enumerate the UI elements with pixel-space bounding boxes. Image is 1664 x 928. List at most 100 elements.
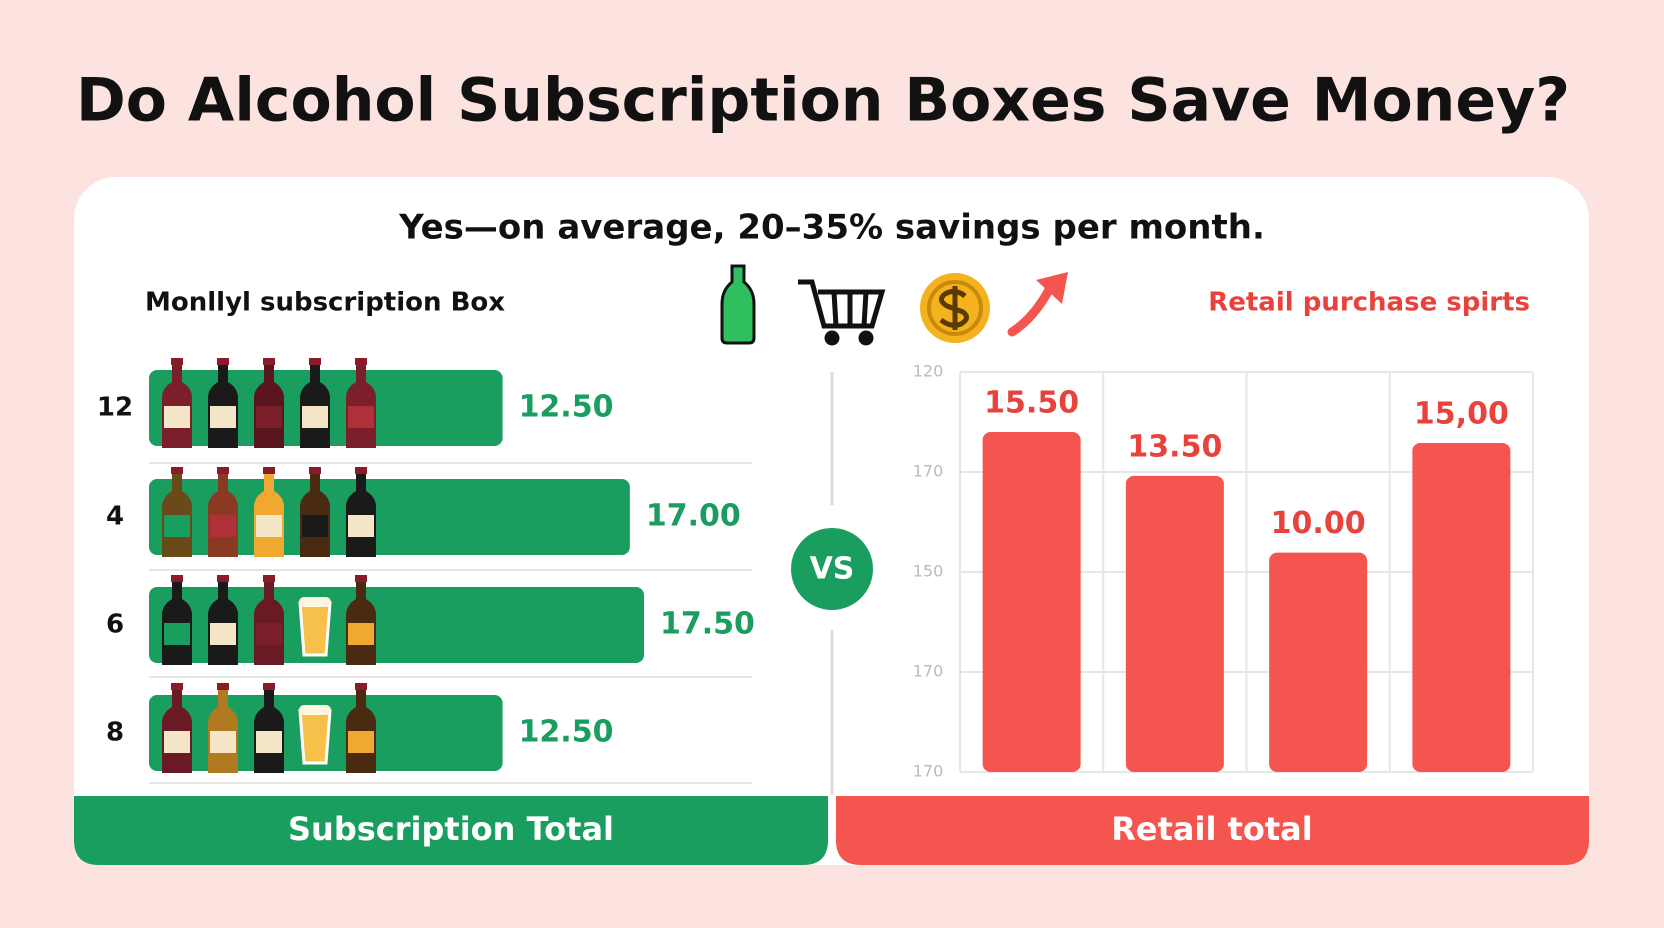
label [302,406,328,428]
label [210,515,236,537]
cap [217,358,229,365]
neck [218,687,228,709]
category-label: 4 [106,502,124,532]
value-label: 12.50 [519,390,614,425]
cap [355,575,367,582]
bar [982,432,1081,772]
category-label: 12 [97,393,133,423]
neck [172,362,182,384]
cap [309,358,321,365]
bottle-icon [298,597,332,657]
value-label: 10.00 [1271,506,1366,541]
bottle-icon [254,575,284,665]
cap [171,683,183,690]
bottle-icon [300,467,330,557]
bar [1269,552,1368,772]
bottle-icon [254,358,284,448]
vs-label: VS [810,552,855,587]
neck [172,687,182,709]
footer-label: Retail total [1111,810,1312,848]
coin-icon [920,273,990,343]
value-label: 17.50 [660,607,755,642]
label [256,515,282,537]
foam [299,705,331,715]
bar [1412,442,1511,772]
bottle-icon [208,575,238,665]
bar [1125,475,1224,772]
neck [264,579,274,601]
footer-band [74,796,828,865]
bottle-icon [298,705,332,765]
label [210,731,236,753]
label [256,406,282,428]
category-label: 8 [106,718,124,748]
label [348,406,374,428]
y-tick-label: 170 [913,462,944,481]
bottle-icon [162,683,192,773]
cap [263,358,275,365]
bottle-icon [346,575,376,665]
bottle-icon [720,264,756,345]
neck [264,687,274,709]
arrow-icon [1007,272,1068,337]
label [164,515,190,537]
neck [172,471,182,493]
main-title: Do Alcohol Subscription Boxes Save Money… [76,66,1570,136]
cap [217,467,229,474]
neck [172,579,182,601]
neck [356,687,366,709]
cap [309,467,321,474]
bottle-icon [208,683,238,773]
label [164,731,190,753]
neck [356,579,366,601]
bottle-icon [346,467,376,557]
cart-icon [798,279,886,346]
label [256,731,282,753]
label [210,406,236,428]
cap [217,683,229,690]
neck [310,362,320,384]
neck [218,579,228,601]
cap [171,358,183,365]
bottle-icon [162,467,192,557]
cap [355,683,367,690]
footer-label: Subscription Total [288,810,614,848]
neck [356,471,366,493]
bottle-icon [162,358,192,448]
y-tick-label: 170 [913,762,944,781]
bottle-icon [208,467,238,557]
footer-band [836,796,1589,865]
y-tick-label: 170 [913,662,944,681]
label [348,515,374,537]
cap [355,467,367,474]
bottle-icon [346,683,376,773]
value-label: 17.00 [646,499,741,534]
y-tick-label: 120 [913,362,944,381]
value-label: 15.50 [984,386,1079,421]
glass [298,709,332,765]
label [256,623,282,645]
vs-badge [791,528,873,610]
neck [218,362,228,384]
y-tick-label: 150 [913,562,944,581]
label [210,623,236,645]
chart-title: Monllyl subscription Box [145,288,505,318]
bottle-icon [254,467,284,557]
value-label: 13.50 [1127,429,1222,464]
category-label: 6 [106,610,124,640]
neck [310,471,320,493]
cap [355,358,367,365]
bottle-icon [346,358,376,448]
glass [298,601,332,657]
bottle-icon [254,683,284,773]
value-label: 12.50 [519,715,614,750]
cap [263,575,275,582]
label [348,731,374,753]
foam [299,597,331,607]
label [164,623,190,645]
bottle-icon [300,358,330,448]
cap [217,575,229,582]
label [164,406,190,428]
subtitle: Yes—on average, 20–35% savings per month… [398,208,1265,248]
